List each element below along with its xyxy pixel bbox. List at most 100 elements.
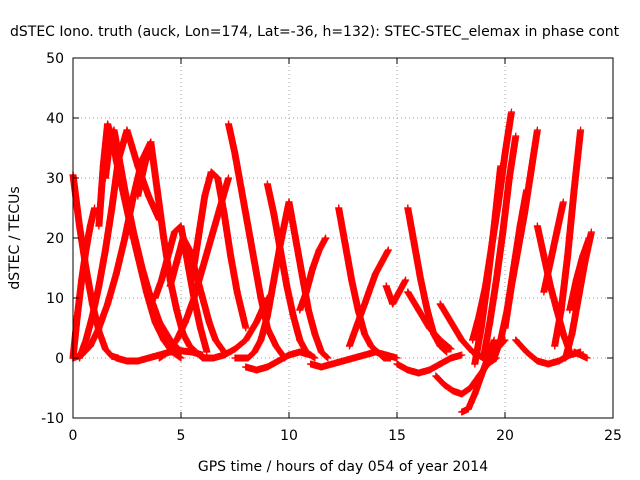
data-point: [497, 162, 505, 170]
data-point: [296, 348, 304, 356]
data-point: [220, 210, 228, 218]
data-point: [285, 198, 293, 206]
data-point: [108, 204, 116, 212]
data-point: [158, 276, 166, 284]
data-point: [471, 390, 479, 398]
data-point: [263, 312, 271, 320]
data-point: [393, 354, 401, 362]
data-point: [384, 246, 392, 254]
data-point: [253, 366, 261, 374]
series-pass-19: [296, 234, 330, 314]
data-point: [123, 126, 131, 134]
x-tick-label: 5: [177, 428, 186, 444]
data-point: [443, 348, 451, 356]
series-pass-34: [501, 126, 541, 332]
data-point: [188, 276, 196, 284]
data-point: [207, 234, 215, 242]
data-point: [263, 363, 271, 371]
data-point: [160, 336, 168, 344]
x-axis-label: GPS time / hours of day 054 of year 2014: [198, 459, 488, 475]
series-pass-23: [382, 276, 410, 308]
data-point: [272, 342, 280, 350]
data-point: [341, 240, 349, 248]
data-point: [82, 246, 90, 254]
data-point: [166, 282, 174, 290]
series-pass-21: [335, 204, 394, 362]
data-point: [151, 294, 159, 302]
data-point: [348, 276, 356, 284]
data-point: [153, 186, 161, 194]
data-point: [447, 318, 455, 326]
data-point: [134, 357, 142, 365]
data-point: [404, 366, 412, 374]
data-point: [130, 228, 137, 236]
data-point: [335, 204, 343, 212]
series-pass-17: [263, 180, 319, 362]
data-point: [508, 282, 515, 290]
data-point: [112, 354, 120, 362]
data-point: [393, 360, 401, 368]
data-point: [512, 336, 520, 344]
data-point: [257, 336, 265, 344]
series-pass-22: [346, 246, 392, 350]
data-point: [559, 198, 567, 206]
data-point: [214, 174, 222, 182]
data-point: [194, 234, 202, 242]
data-point: [177, 354, 185, 362]
data-point: [181, 318, 189, 326]
data-point: [477, 324, 485, 332]
data-point: [570, 186, 578, 194]
data-point: [196, 324, 204, 332]
data-point: [514, 246, 522, 254]
data-point: [490, 222, 498, 230]
series-pass-24: [404, 204, 451, 356]
data-point: [361, 351, 369, 359]
data-point: [177, 347, 185, 355]
data-point: [145, 192, 153, 200]
data-point: [585, 234, 593, 242]
series-pass-37: [540, 198, 567, 296]
data-point: [568, 330, 576, 338]
data-point: [404, 288, 412, 296]
data-point: [490, 354, 498, 362]
data-point: [274, 357, 282, 365]
data-point: [121, 234, 129, 242]
data-point: [577, 351, 585, 359]
data-point: [155, 318, 163, 326]
data-point: [123, 357, 131, 365]
data-point: [505, 174, 513, 182]
data-point: [574, 294, 582, 302]
data-point: [404, 204, 412, 212]
data-point: [134, 162, 142, 170]
data-point: [317, 348, 325, 356]
x-tick-label: 25: [604, 428, 622, 444]
data-point: [389, 300, 397, 308]
data-point: [551, 342, 559, 350]
y-tick-label: 30: [46, 171, 64, 187]
data-point: [179, 234, 187, 242]
data-point: [490, 336, 498, 344]
data-point: [415, 306, 423, 314]
data-point: [138, 264, 146, 272]
data-point: [533, 357, 541, 365]
data-point: [82, 336, 90, 344]
data-point: [477, 372, 485, 380]
data-point: [557, 306, 565, 314]
data-point: [587, 228, 595, 236]
data-point: [579, 252, 587, 260]
data-point: [324, 354, 332, 362]
data-point: [311, 354, 319, 362]
data-point: [533, 126, 541, 134]
series-pass-25: [393, 351, 466, 377]
series-pass-29: [458, 336, 498, 416]
data-point: [112, 270, 120, 278]
series-pass-32: [471, 162, 505, 368]
data-point: [458, 408, 466, 416]
y-axis-label: dSTEC / TECUs: [7, 186, 23, 289]
data-point: [270, 210, 278, 218]
data-point: [101, 345, 109, 353]
data-point: [464, 405, 472, 413]
data-point: [508, 108, 515, 116]
data-point: [173, 336, 181, 344]
data-point: [76, 222, 83, 230]
